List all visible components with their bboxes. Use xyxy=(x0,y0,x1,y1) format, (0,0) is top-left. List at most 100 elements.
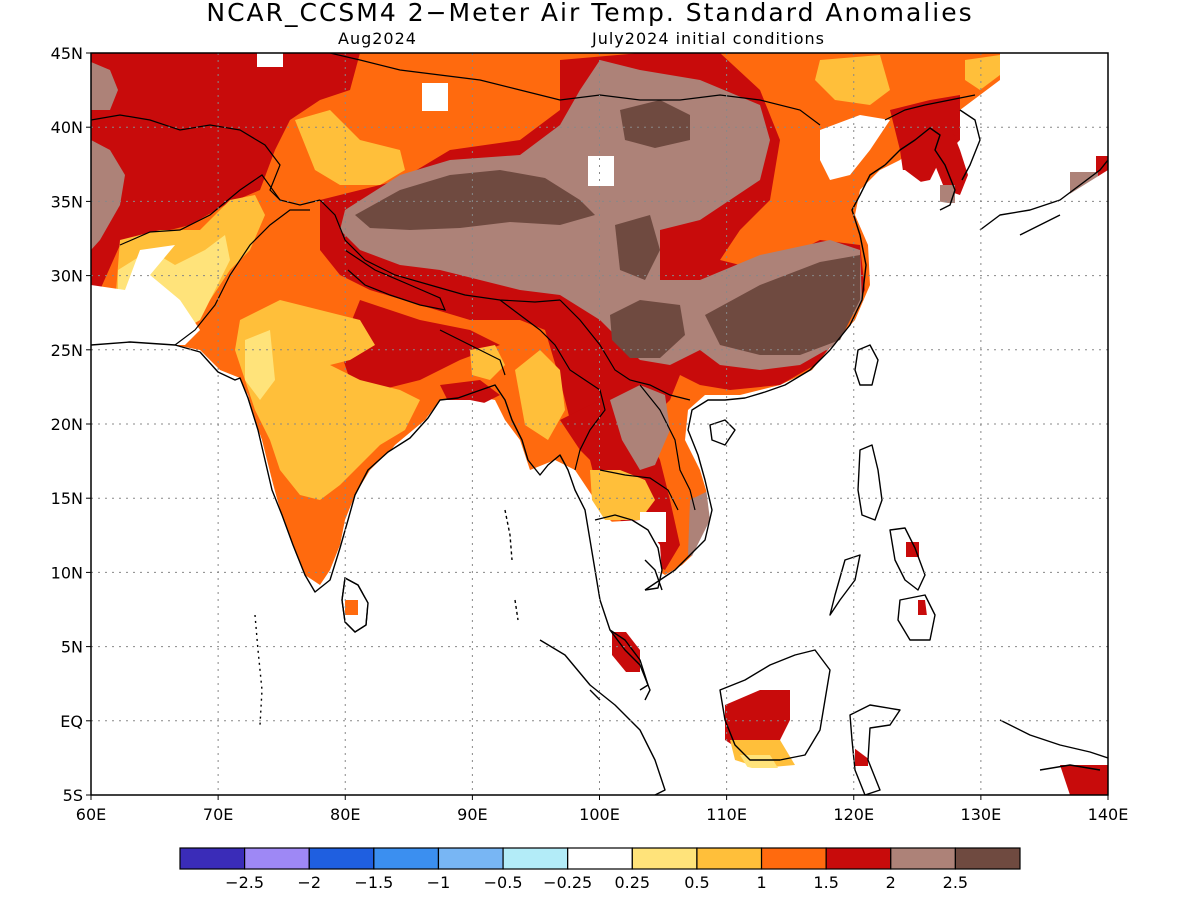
colorbar-swatch xyxy=(954,847,1021,870)
colorbar-swatch xyxy=(825,847,892,870)
coast-japan xyxy=(979,159,1108,236)
ocean-pacific-south xyxy=(920,400,1108,760)
region-2-philippines-b xyxy=(906,542,919,557)
region-05-india-west xyxy=(245,330,275,400)
ocean-celebes xyxy=(820,640,920,760)
coast-sri-lanka xyxy=(341,577,369,633)
colorbar-swatch xyxy=(760,847,827,870)
lat-tick-label: 5S xyxy=(63,786,83,805)
colorbar-swatch xyxy=(308,847,375,870)
coast-andaman xyxy=(504,509,519,621)
border-china-se-asia xyxy=(559,299,691,401)
region-1-korea-north xyxy=(965,55,1000,90)
colorbar-label: 0.25 xyxy=(614,873,650,892)
coast-maldives xyxy=(254,614,263,726)
border-thai-cambodia xyxy=(599,469,679,511)
colorbar-label: 2 xyxy=(886,873,896,892)
country-borders xyxy=(91,53,976,511)
region-1-thailand xyxy=(590,470,655,520)
coast-india-west xyxy=(91,341,529,593)
border-china-korea xyxy=(884,94,976,121)
lon-tick-label: 80E xyxy=(330,805,360,824)
colorbar-swatch xyxy=(890,847,956,870)
ocean-gulf-thailand xyxy=(600,520,662,620)
border-china-mongolia xyxy=(329,53,821,126)
coast-sumatra xyxy=(539,639,666,795)
region-25-laos xyxy=(610,385,670,470)
masked-cell-a xyxy=(257,53,283,67)
ocean-java-sea xyxy=(520,640,850,795)
coast-indochina xyxy=(644,164,886,591)
region-1-northwest xyxy=(295,110,405,185)
region-3-yunnan xyxy=(610,300,685,358)
forecast-month: Aug2024 xyxy=(338,29,417,48)
masked-cell-c xyxy=(588,156,614,186)
lon-tick-label: 70E xyxy=(203,805,233,824)
lat-tick-label: 20N xyxy=(51,415,83,434)
coast-borneo xyxy=(719,649,831,761)
lon-tick-label: 130E xyxy=(961,805,1002,824)
map-title: NCAR_CCSM4 2−Meter Air Temp. Standard An… xyxy=(206,0,974,27)
lon-tick-label: 110E xyxy=(706,805,747,824)
lat-tick-label: 35N xyxy=(51,192,83,211)
coast-korea-east xyxy=(959,109,981,181)
coast-myanmar xyxy=(527,454,651,701)
colorbar-swatch xyxy=(567,847,633,870)
grid-lines xyxy=(91,53,1108,795)
latitude-axis: 45N 40N 35N 30N 25N 20N 15N 10N 5N EQ 5S xyxy=(51,44,91,805)
lat-tick-label: 40N xyxy=(51,118,83,137)
lon-tick-label: 90E xyxy=(457,805,487,824)
masked-northeast xyxy=(820,115,890,180)
colorbar-swatch xyxy=(244,847,310,870)
lat-tick-label: 30N xyxy=(51,267,83,286)
lat-tick-label: 45N xyxy=(51,44,83,63)
ocean-arabian-sea xyxy=(91,345,330,795)
colorbar-swatch xyxy=(437,847,504,870)
lat-tick-label: 10N xyxy=(51,563,83,582)
lat-tick-label: EQ xyxy=(60,712,83,731)
lat-tick-label: 15N xyxy=(51,489,83,508)
region-2-northeast xyxy=(890,95,960,185)
colorbar-label: −2.5 xyxy=(225,873,264,892)
initial-conditions-label: July2024 initial conditions xyxy=(592,29,825,48)
coast-philippines xyxy=(829,444,936,641)
colorbar-label: 0.5 xyxy=(684,873,709,892)
region-2-korea xyxy=(930,125,968,195)
lon-tick-label: 120E xyxy=(833,805,874,824)
colorbar-swatch xyxy=(373,847,440,870)
masked-cell-b xyxy=(422,83,448,111)
coast-taiwan xyxy=(854,344,879,386)
ocean-south-china-sea xyxy=(670,360,900,660)
region-3-tibet xyxy=(355,170,595,230)
region-2-north-india xyxy=(340,300,500,390)
colorbar-label: −1 xyxy=(427,873,451,892)
colorbar: −2.5 −2 −1.5 −1 −0.5 −0.25 0.25 0.5 1 1.5 2 2.5 xyxy=(179,847,1021,892)
coast-hainan xyxy=(709,419,736,446)
lat-tick-label: 25N xyxy=(51,341,83,360)
colorbar-swatch xyxy=(696,847,763,870)
colorbar-label: −0.5 xyxy=(484,873,523,892)
region-neutral-afghanistan xyxy=(91,245,200,345)
region-25-korea xyxy=(940,185,955,203)
lon-tick-label: 100E xyxy=(579,805,620,824)
coast-gulf-thailand xyxy=(594,514,663,591)
coast-malay xyxy=(609,629,649,691)
ocean-sea-of-japan xyxy=(970,53,1108,195)
region-3-south-china xyxy=(705,255,860,355)
border-myanmar xyxy=(499,299,606,471)
lon-tick-label: 60E xyxy=(76,805,106,824)
region-05-borneo xyxy=(740,755,778,768)
colorbar-swatch xyxy=(179,847,246,870)
region-3-qinghai xyxy=(620,100,690,148)
region-1-mongolia xyxy=(815,55,890,105)
colorbar-label: 2.5 xyxy=(943,873,968,892)
region-2-north xyxy=(91,53,360,300)
region-2-new-guinea xyxy=(1060,765,1108,795)
lat-tick-label: 5N xyxy=(61,638,83,657)
ocean-yellow-sea xyxy=(860,170,930,215)
coast-new-guinea xyxy=(999,719,1108,771)
colorbar-label: −1.5 xyxy=(354,873,393,892)
longitude-axis: 60E 70E 80E 90E 100E 110E 120E 130E 140E xyxy=(76,795,1128,824)
region-25-tibet xyxy=(340,60,862,370)
colorbar-swatch xyxy=(631,847,698,870)
